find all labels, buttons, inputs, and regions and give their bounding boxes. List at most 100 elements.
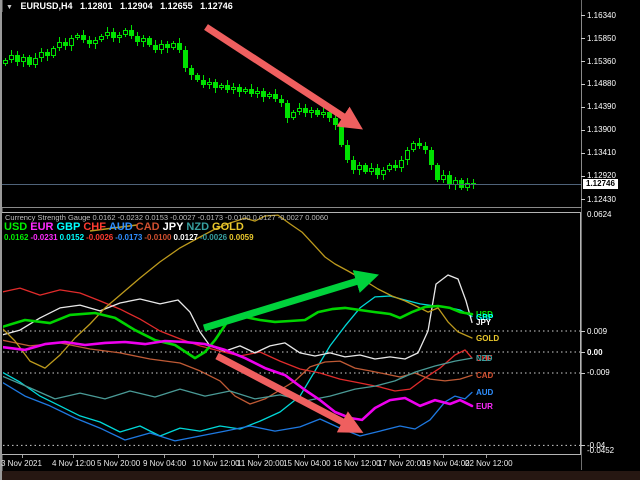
candle-bear [423,146,428,151]
candle-bull [387,165,392,171]
time-axis-label: 19 Nov 04:00 [422,459,470,468]
indicator-level-tick [581,352,585,353]
currency-legend-codes: USD EUR GBP CHF AUD CAD JPY NZD GOLD [4,221,247,233]
price-axis-label: 1.14390 [587,102,616,112]
series-tag-eur: EUR [476,401,493,411]
indicator-level-label: -0.009 [587,368,610,378]
candle-bear [87,40,92,45]
candle-bull [57,42,62,49]
price-axis-label: 1.13410 [587,148,616,158]
legend-code-eur: EUR [30,221,54,233]
candle-bull [123,30,128,36]
series-nzd [3,357,473,402]
series-tag-nzd: NZD [476,354,493,364]
indicator-title: Currency Strength Gauge 0.0162 -0.0232 0… [5,213,329,222]
legend-value-nzd: -0.0026 [199,233,228,242]
candle-bull [93,40,98,45]
candle-bear [435,165,440,181]
legend-value-jpy: 0.0127 [173,233,198,242]
time-axis-tick [73,455,74,458]
legend-value-eur: -0.0231 [30,233,58,242]
time-axis-tick [399,455,400,458]
candle-bear [189,68,194,76]
candle-bull [405,150,410,161]
series-tag-jpy: JPY [476,318,492,328]
legend-value-aud: -0.0173 [115,233,143,242]
price-axis-divider [581,0,582,470]
candle-bull [105,32,110,37]
candle-bull [21,57,26,63]
time-axis-tick [118,455,119,458]
chevron-down-icon[interactable]: ▼ [6,4,13,11]
legend-code-usd: USD [4,221,28,233]
currency-legend-values: 0.0162 -0.0231 0.0152 -0.0026 -0.0173 -0.0100… [4,233,256,242]
price-axis-tick [581,199,585,200]
price-axis-label: 1.15360 [587,56,616,66]
time-axis-tick [258,455,259,458]
time-axis-label: 5 Nov 20:00 [97,459,141,468]
candle-bull [171,43,176,49]
legend-code-jpy: JPY [162,221,184,233]
symbol-timeframe-label: EURUSD,H4 [20,1,73,11]
candle-bear [135,36,140,43]
quote-low: 1.12655 [160,1,193,11]
series-usd [3,304,474,360]
price-axis-label: 1.16340 [587,10,616,20]
time-axis-label: 10 Nov 12:00 [192,459,240,468]
time-axis-label: 4 Nov 12:00 [52,459,96,468]
candle-bear [177,43,182,51]
candle-bull [381,170,386,176]
time-axis-label: 9 Nov 04:00 [143,459,187,468]
candle-bear [393,165,398,169]
series-tag-cad: CAD [476,371,494,381]
price-axis-label: 1.13900 [587,125,616,135]
candle-bull [441,175,446,181]
candle-bear [417,143,422,147]
time-axis-label: 16 Nov 12:00 [333,459,381,468]
legend-value-gbp: 0.0152 [59,233,85,242]
chart-title-bar: ▼ EURUSD,H4 1.12801 1.12904 1.12655 1.12… [6,1,238,12]
indicator-level-tick [581,372,585,374]
candle-bear [129,30,134,37]
candle-bull [399,160,404,169]
candle-bull [465,183,470,189]
candle-bear [195,75,200,81]
candle-bear [111,32,116,39]
candle-bear [15,55,20,63]
price-axis-label: 1.14880 [587,79,616,89]
series-tag-aud: AUD [476,388,494,398]
candle-bear [63,42,68,47]
price-axis-tick [581,61,585,63]
candle-bear [345,145,350,161]
candle-bull [9,55,14,61]
indicator-level-label: 0.00 [587,347,603,357]
price-axis-tick [581,175,585,177]
time-axis-label: 17 Nov 20:00 [378,459,426,468]
series-chf [3,287,473,392]
time-axis-tick [22,455,23,458]
time-axis-tick [486,455,487,458]
indicator-level-label: -0.04 [587,440,606,450]
candle-bear [351,160,356,171]
candle-bull [357,165,362,171]
legend-value-cad: -0.0100 [144,233,172,242]
price-axis-label: 1.15850 [587,33,616,43]
indicator-level-tick [581,331,585,332]
candle-bear [183,50,188,69]
series-tag-gold: GOLD [476,334,500,344]
series-tag-gbp: GBP [476,312,494,322]
price-axis-tick [581,129,585,131]
legend-value-usd: 0.0162 [4,233,29,242]
bid-price-line [2,184,581,185]
candle-bull [51,48,56,57]
legend-code-gold: GOLD [212,221,244,233]
series-gold [3,214,473,369]
candle-bear [363,165,368,173]
current-price-tag: 1.12746 [583,179,618,190]
time-axis-tick [443,455,444,458]
candle-bull [369,168,374,173]
indicator-level-tick [581,445,585,447]
quote-close: 1.12746 [200,1,233,11]
price-axis-tick [581,83,585,85]
candle-bull [411,143,416,151]
